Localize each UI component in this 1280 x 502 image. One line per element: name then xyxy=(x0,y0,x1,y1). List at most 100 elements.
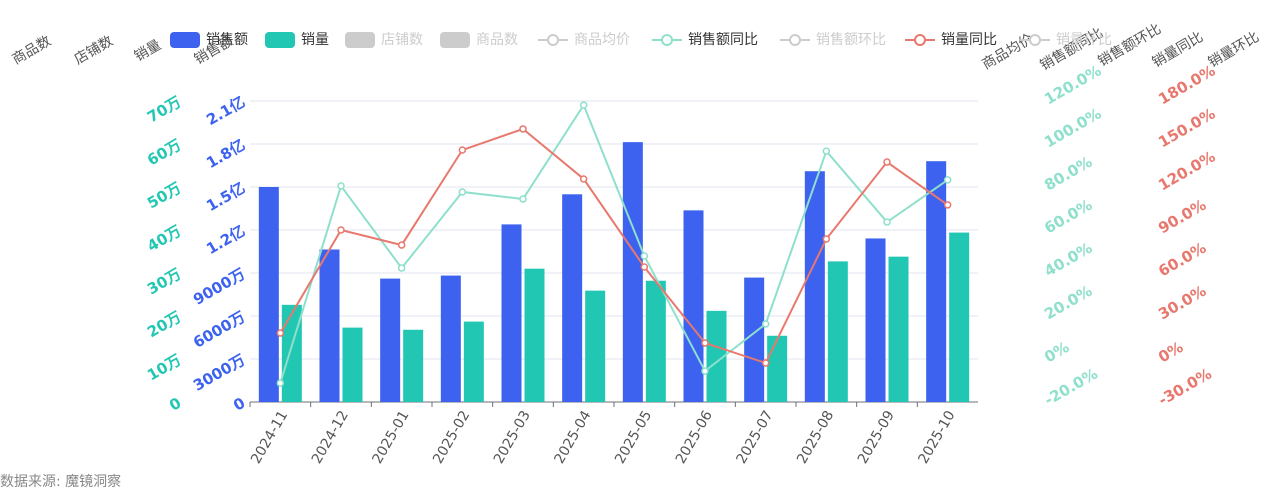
y-tick-label: 0% xyxy=(1155,338,1186,366)
y-tick-label: 60.0% xyxy=(1155,239,1209,281)
legend-swatch xyxy=(661,34,673,46)
bar xyxy=(463,321,484,402)
y-tick-label: 1.2亿 xyxy=(203,222,248,258)
point xyxy=(519,125,527,133)
point xyxy=(519,195,527,203)
point xyxy=(579,101,588,109)
bar xyxy=(403,329,424,402)
legend-swatch xyxy=(440,32,470,48)
y-tick-label: 2.1亿 xyxy=(203,93,248,129)
axis-title: 店铺数 xyxy=(72,33,116,68)
line xyxy=(279,127,949,365)
y-tick-label: 0 xyxy=(166,394,184,415)
y-tick-label: 150.0% xyxy=(1155,105,1218,152)
point xyxy=(640,252,649,260)
bar xyxy=(767,335,788,402)
point xyxy=(701,339,709,347)
point xyxy=(337,226,345,234)
bar xyxy=(258,187,279,402)
legend-label: 销量同比 xyxy=(941,32,997,48)
legend-label: 店铺数 xyxy=(381,32,423,48)
source: 数据来源: 魔镜洞察 xyxy=(0,473,121,490)
legend-swatch xyxy=(914,34,926,46)
point xyxy=(276,379,285,387)
bar xyxy=(524,268,545,402)
bar xyxy=(380,278,401,402)
y-tick-label: 9000万 xyxy=(190,265,248,309)
y-tick-label: 90.0% xyxy=(1155,196,1209,238)
bar xyxy=(949,232,970,402)
point xyxy=(822,235,831,243)
y-tick-label: 180.0% xyxy=(1155,62,1218,109)
y-tick-label: 1.8亿 xyxy=(203,136,248,172)
y-tick-label: 40.0% xyxy=(1041,239,1095,281)
legend-label: 销售额同比 xyxy=(688,32,758,48)
point xyxy=(883,158,891,166)
y-tick-label: 60万 xyxy=(144,136,184,170)
bar xyxy=(827,261,848,402)
axis-title: 销量环比 xyxy=(1206,29,1262,71)
legend-label: 销售额环比 xyxy=(816,32,886,48)
x-tick-label: 2024-12 xyxy=(309,408,352,467)
y-tick-label: 6000万 xyxy=(190,308,248,352)
point xyxy=(640,263,649,271)
x-tick-label: 2025-08 xyxy=(794,408,837,467)
bar xyxy=(744,277,765,402)
axis-title: 销量 xyxy=(132,37,164,65)
bar xyxy=(501,224,522,402)
bar xyxy=(562,194,583,402)
legend-swatch xyxy=(265,32,295,48)
x-tick-label: 2024-11 xyxy=(248,408,291,467)
point xyxy=(943,176,952,184)
point xyxy=(943,201,952,209)
bar xyxy=(319,249,340,402)
bar xyxy=(804,171,825,402)
x-tick-label: 2025-05 xyxy=(612,408,655,467)
y-tick-label: 3000万 xyxy=(190,351,248,395)
y-tick-label: 1.5亿 xyxy=(203,179,248,215)
y-tick-label: 80.0% xyxy=(1041,153,1095,195)
point xyxy=(579,175,588,183)
bar xyxy=(865,238,886,402)
y-tick-label: 20万 xyxy=(144,308,184,342)
x-tick-label: 2025-09 xyxy=(855,408,898,467)
legend-swatch xyxy=(1029,34,1041,46)
x-tick-label: 2025-04 xyxy=(551,408,594,467)
y-tick-label: -30.0% xyxy=(1155,365,1214,410)
legend-label: 销量环比 xyxy=(1056,32,1112,48)
point xyxy=(276,329,285,337)
bar xyxy=(440,275,461,402)
legend-label: 商品均价 xyxy=(574,32,630,48)
x-tick-label: 2025-01 xyxy=(369,408,412,467)
x-tick-label: 2025-10 xyxy=(915,408,958,467)
point xyxy=(701,367,709,375)
y-tick-label: 10万 xyxy=(144,351,184,385)
y-tick-label: -20.0% xyxy=(1041,365,1100,410)
bar xyxy=(926,161,947,402)
y-tick-label: 40万 xyxy=(144,222,184,256)
point xyxy=(458,146,467,154)
bar xyxy=(645,280,666,402)
bar xyxy=(622,142,643,403)
point xyxy=(761,359,770,367)
axis-title: 商品数 xyxy=(10,33,54,68)
bar xyxy=(342,327,363,402)
bar xyxy=(585,290,606,402)
legend-label: 商品数 xyxy=(476,32,518,48)
legend-label: 销售额 xyxy=(206,32,248,48)
legend-label: 销量 xyxy=(301,32,329,48)
point xyxy=(397,241,406,249)
y-tick-label: 20.0% xyxy=(1041,282,1095,324)
legend-swatch xyxy=(170,32,200,48)
y-tick-label: 30.0% xyxy=(1155,282,1209,324)
y-tick-label: 0 xyxy=(230,394,248,415)
legend-swatch xyxy=(345,32,375,48)
bar xyxy=(888,256,909,402)
legend-swatch xyxy=(547,34,559,46)
point xyxy=(761,320,770,328)
y-tick-label: 70万 xyxy=(144,93,184,127)
y-tick-label: 120.0% xyxy=(1155,148,1218,195)
line xyxy=(279,102,949,384)
point xyxy=(458,188,467,196)
bar xyxy=(281,304,302,402)
